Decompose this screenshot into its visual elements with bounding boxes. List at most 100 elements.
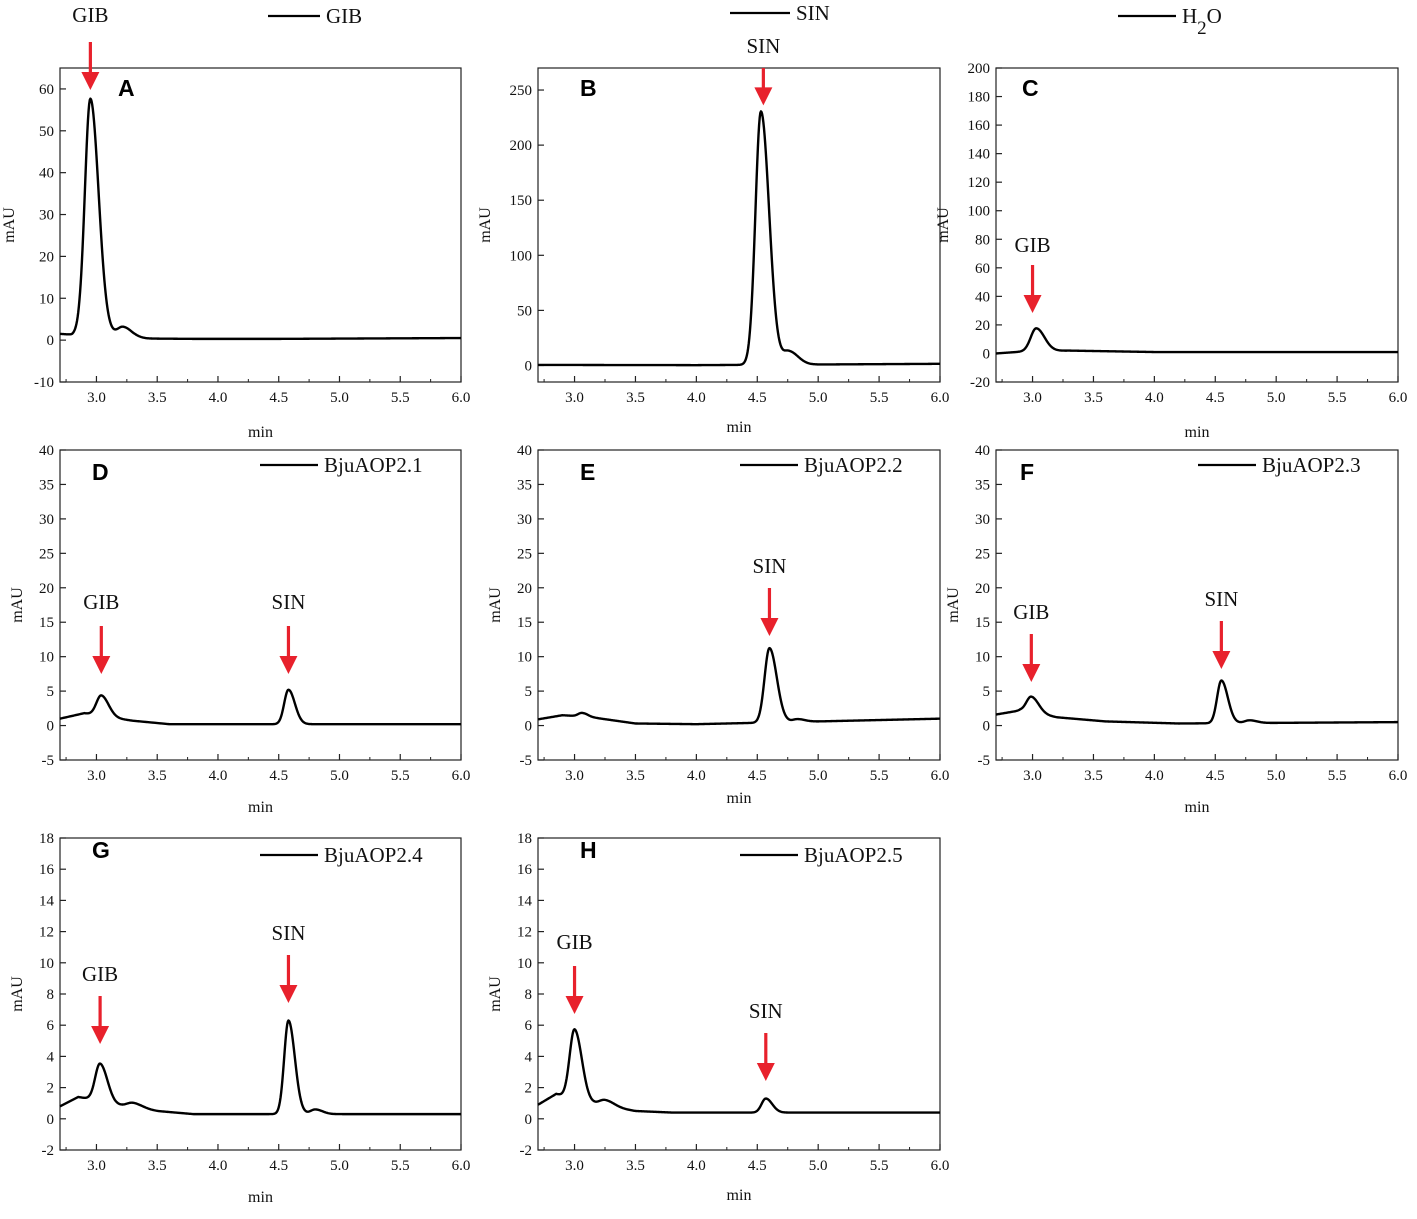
- plot-frame: [59, 67, 462, 383]
- x-tick-label: 6.0: [452, 768, 471, 784]
- y-tick-label: 10: [39, 956, 54, 972]
- y-tick-label: -5: [520, 753, 533, 769]
- legend-label: BjuAOP2.4: [324, 843, 423, 867]
- peak-label-sin: SIN: [272, 590, 306, 614]
- peak-label-gib: GIB: [556, 930, 592, 954]
- x-tick-label: 3.5: [148, 390, 167, 406]
- y-tick-label: 30: [975, 512, 990, 528]
- y-tick-label: 40: [39, 166, 54, 182]
- x-tick-label: 5.0: [330, 1158, 349, 1174]
- y-tick-label: 14: [517, 893, 533, 909]
- arrow-down-icon: [279, 656, 298, 674]
- peak-label-sin: SIN: [1204, 587, 1238, 611]
- y-tick-label: 16: [39, 862, 55, 878]
- x-tick-label: 3.0: [87, 1158, 106, 1174]
- x-tick-label: 3.5: [148, 768, 167, 784]
- chart-panel-d: 3.0 3.5 4.0 4.5 5.0 5.5 6.0 -5 0 5 10 15 20 25 30 35 40 m…: [9, 443, 470, 816]
- legend-label: BjuAOP2.1: [324, 453, 423, 477]
- x-axis-title: min: [248, 799, 273, 816]
- y-tick-label: 60: [975, 261, 990, 277]
- x-tick-label: 4.5: [748, 390, 767, 406]
- chromatogram-trace: [537, 110, 941, 367]
- y-tick-label: 10: [517, 650, 532, 666]
- x-tick-label: 4.5: [269, 1158, 288, 1174]
- x-tick-label: 3.5: [626, 1158, 645, 1174]
- chart-panel-a: 3.0 3.5 4.0 4.5 5.0 5.5 6.0 -10 0 10 20 30 40 50 60 min…: [1, 3, 470, 441]
- y-tick-label: 40: [517, 443, 532, 459]
- y-tick-label: 120: [968, 175, 991, 191]
- x-tick-label: 5.5: [870, 768, 889, 784]
- panel-letter: G: [92, 837, 110, 863]
- panel-letter: H: [580, 837, 597, 863]
- legend-label: GIB: [326, 4, 362, 28]
- y-tick-label: 15: [975, 615, 990, 631]
- y-tick-label: 50: [39, 124, 54, 140]
- y-tick-label: 25: [39, 546, 54, 562]
- y-tick-label: 100: [510, 248, 533, 264]
- x-axis-title: min: [1185, 424, 1210, 441]
- x-tick-label: 5.5: [870, 390, 889, 406]
- x-tick-label: 6.0: [931, 390, 950, 406]
- x-tick-label: 6.0: [1389, 768, 1408, 784]
- x-tick-label: 3.0: [1023, 390, 1042, 406]
- y-tick-label: -5: [42, 753, 55, 769]
- y-tick-label: 8: [525, 987, 533, 1003]
- y-tick-label: -5: [978, 753, 991, 769]
- x-tick-label: 3.5: [626, 768, 645, 784]
- y-axis-title: mAU: [1, 207, 18, 243]
- y-tick-label: 5: [983, 684, 991, 700]
- peak-label-gib: GIB: [83, 590, 119, 614]
- y-tick-label: 15: [517, 615, 532, 631]
- x-tick-label: 4.0: [687, 768, 706, 784]
- y-tick-label: 30: [39, 208, 54, 224]
- y-axis-title: mAU: [477, 207, 494, 243]
- legend-label: SIN: [796, 1, 830, 25]
- y-tick-label: 0: [525, 1112, 533, 1128]
- x-tick-label: 3.5: [148, 1158, 167, 1174]
- arrow-down-icon: [91, 1026, 110, 1044]
- legend-label: H2O: [1182, 4, 1222, 39]
- y-tick-label: 6: [47, 1018, 55, 1034]
- arrow-down-icon: [1022, 664, 1041, 682]
- legend-label: BjuAOP2.3: [1262, 453, 1361, 477]
- x-tick-label: 4.0: [1145, 768, 1164, 784]
- y-tick-label: 15: [39, 615, 54, 631]
- y-tick-label: 25: [975, 546, 990, 562]
- y-tick-label: 6: [525, 1018, 533, 1034]
- y-tick-label: 35: [39, 477, 54, 493]
- x-tick-label: 6.0: [1389, 390, 1408, 406]
- x-tick-label: 4.5: [748, 768, 767, 784]
- x-tick-label: 5.0: [1267, 768, 1286, 784]
- y-axis-title: mAU: [935, 207, 952, 243]
- y-tick-label: 60: [39, 82, 54, 98]
- y-axis-title: mAU: [9, 587, 26, 623]
- y-tick-label: 10: [39, 650, 54, 666]
- y-tick-label: 0: [525, 719, 533, 735]
- panel-letter: B: [580, 75, 597, 101]
- y-tick-label: 20: [975, 318, 990, 334]
- panel-letter: C: [1022, 75, 1039, 101]
- x-tick-label: 5.0: [330, 390, 349, 406]
- plot-frame: [995, 67, 1399, 383]
- arrow-down-icon: [81, 72, 100, 90]
- y-tick-label: 50: [517, 303, 532, 319]
- y-tick-label: 20: [517, 581, 532, 597]
- x-tick-label: 4.5: [269, 768, 288, 784]
- x-tick-label: 4.0: [209, 1158, 228, 1174]
- x-tick-label: 4.0: [1145, 390, 1164, 406]
- panel-letter: D: [92, 459, 109, 485]
- peak-label-sin: SIN: [753, 554, 787, 578]
- y-tick-label: 40: [975, 443, 990, 459]
- y-tick-label: 14: [39, 893, 55, 909]
- y-tick-label: 5: [525, 684, 533, 700]
- chart-panel-g: 3.0 3.5 4.0 4.5 5.0 5.5 6.0 -2 0 2 4 6 8 10 12 14 16 18 mi…: [9, 831, 470, 1206]
- x-tick-label: 3.0: [565, 768, 584, 784]
- x-tick-label: 5.0: [1267, 390, 1286, 406]
- arrow-down-icon: [1023, 295, 1042, 313]
- peak-label-sin: SIN: [749, 999, 783, 1023]
- y-tick-label: -20: [970, 375, 990, 391]
- arrow-down-icon: [760, 618, 779, 636]
- x-tick-label: 6.0: [931, 768, 950, 784]
- x-tick-label: 4.0: [209, 390, 228, 406]
